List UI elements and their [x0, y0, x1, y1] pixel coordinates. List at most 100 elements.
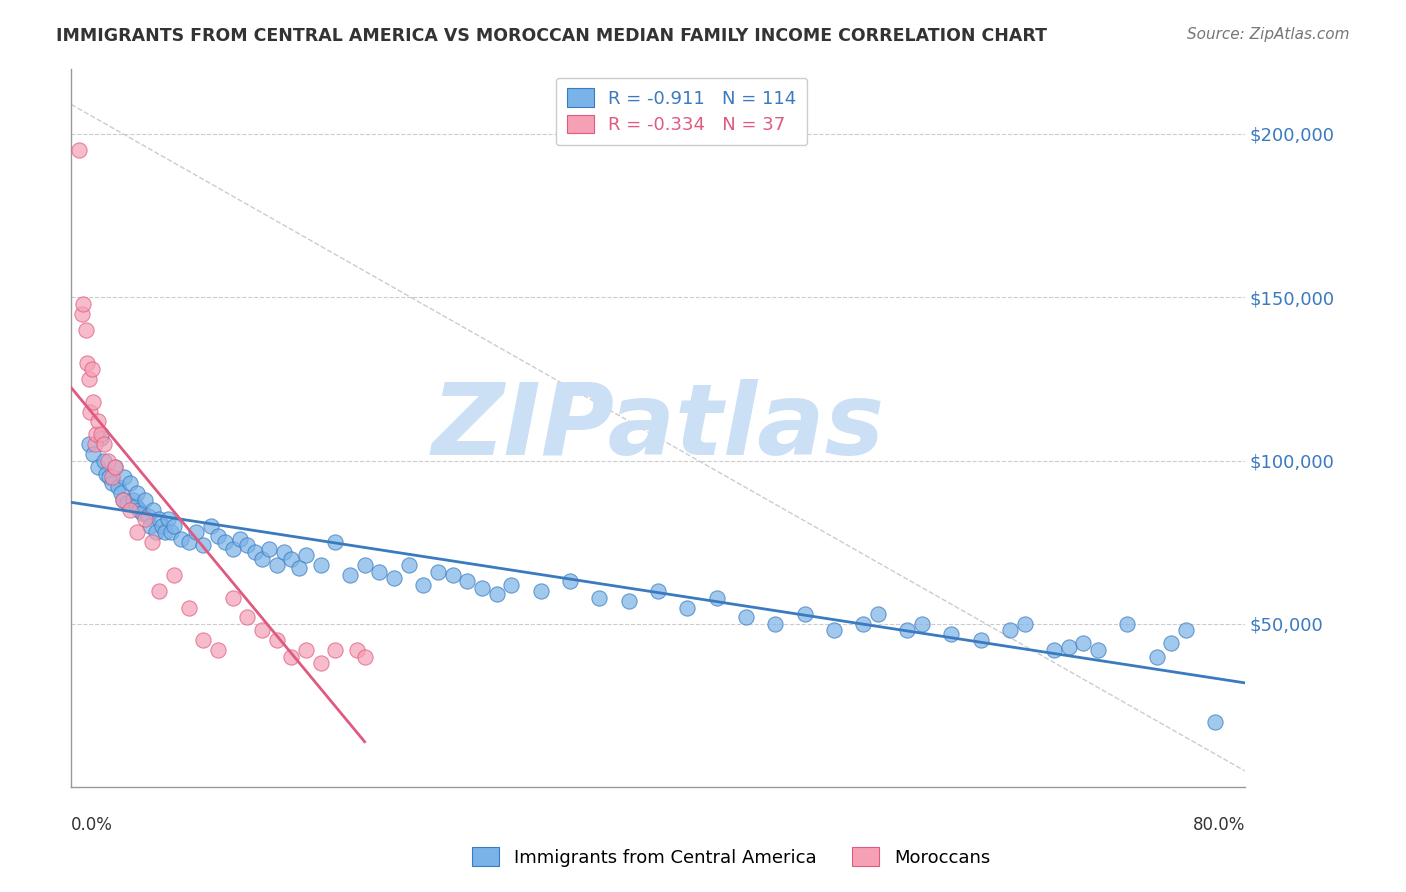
Point [90, 427, 112, 442]
Point [339, 567, 361, 582]
Point [142, 502, 165, 516]
Text: ZIPatlas: ZIPatlas [432, 379, 884, 476]
Point [456, 574, 478, 589]
Point [141, 535, 163, 549]
Point [128, 502, 150, 516]
Point [1043, 643, 1066, 657]
Point [1146, 649, 1168, 664]
Point [111, 492, 134, 507]
Point [427, 565, 450, 579]
Point [471, 581, 494, 595]
Point [221, 541, 243, 556]
Point [67, 143, 90, 157]
Point [80, 362, 103, 376]
Point [110, 486, 132, 500]
Point [287, 561, 309, 575]
Point [184, 525, 207, 540]
Point [398, 558, 420, 572]
Point [150, 519, 173, 533]
Point [323, 535, 346, 549]
Point [236, 538, 259, 552]
Point [118, 476, 141, 491]
Point [82, 447, 104, 461]
Text: IMMIGRANTS FROM CENTRAL AMERICA VS MOROCCAN MEDIAN FAMILY INCOME CORRELATION CHA: IMMIGRANTS FROM CENTRAL AMERICA VS MOROC… [56, 27, 1047, 45]
Point [127, 525, 149, 540]
Point [70, 306, 93, 320]
Point [852, 616, 875, 631]
Point [266, 633, 288, 648]
Point [1057, 640, 1080, 654]
Point [647, 584, 669, 599]
Point [1116, 616, 1139, 631]
Point [911, 616, 934, 631]
Point [77, 437, 100, 451]
Point [1073, 636, 1095, 650]
Legend: R = -0.911   N = 114, R = -0.334   N = 37: R = -0.911 N = 114, R = -0.334 N = 37 [555, 78, 807, 145]
Point [121, 492, 143, 507]
Text: 80.0%: 80.0% [1192, 816, 1244, 834]
Point [177, 535, 200, 549]
Point [86, 414, 108, 428]
Point [153, 525, 176, 540]
Point [250, 551, 273, 566]
Point [221, 591, 243, 605]
Point [501, 577, 523, 591]
Point [323, 643, 346, 657]
Point [104, 460, 127, 475]
Point [111, 492, 134, 507]
Point [207, 529, 229, 543]
Point [170, 532, 193, 546]
Point [193, 633, 215, 648]
Point [280, 649, 302, 664]
Point [273, 545, 295, 559]
Point [588, 591, 610, 605]
Point [134, 492, 156, 507]
Point [127, 486, 149, 500]
Point [131, 506, 153, 520]
Point [1204, 714, 1226, 729]
Point [866, 607, 889, 621]
Point [250, 624, 273, 638]
Point [441, 567, 464, 582]
Point [229, 532, 252, 546]
Point [266, 558, 288, 572]
Point [86, 460, 108, 475]
Point [90, 431, 112, 445]
Point [941, 626, 963, 640]
Point [79, 404, 101, 418]
Point [970, 633, 993, 648]
Point [139, 519, 162, 533]
Point [163, 519, 186, 533]
Point [558, 574, 581, 589]
Point [72, 296, 94, 310]
Point [136, 509, 159, 524]
Point [112, 470, 135, 484]
Point [177, 600, 200, 615]
Point [309, 656, 332, 670]
Point [193, 538, 215, 552]
Point [134, 512, 156, 526]
Point [706, 591, 728, 605]
Point [75, 323, 97, 337]
Text: 0.0%: 0.0% [72, 816, 112, 834]
Point [382, 571, 405, 585]
Point [309, 558, 332, 572]
Point [93, 437, 115, 451]
Point [1087, 643, 1109, 657]
Point [823, 624, 845, 638]
Point [98, 470, 121, 484]
Point [295, 643, 318, 657]
Point [77, 372, 100, 386]
Point [676, 600, 699, 615]
Point [160, 525, 183, 540]
Point [82, 394, 104, 409]
Point [145, 525, 167, 540]
Point [530, 584, 553, 599]
Point [115, 496, 138, 510]
Point [280, 551, 302, 566]
Point [200, 519, 222, 533]
Point [83, 437, 105, 451]
Point [617, 594, 640, 608]
Point [207, 643, 229, 657]
Legend: Immigrants from Central America, Moroccans: Immigrants from Central America, Morocca… [465, 840, 997, 874]
